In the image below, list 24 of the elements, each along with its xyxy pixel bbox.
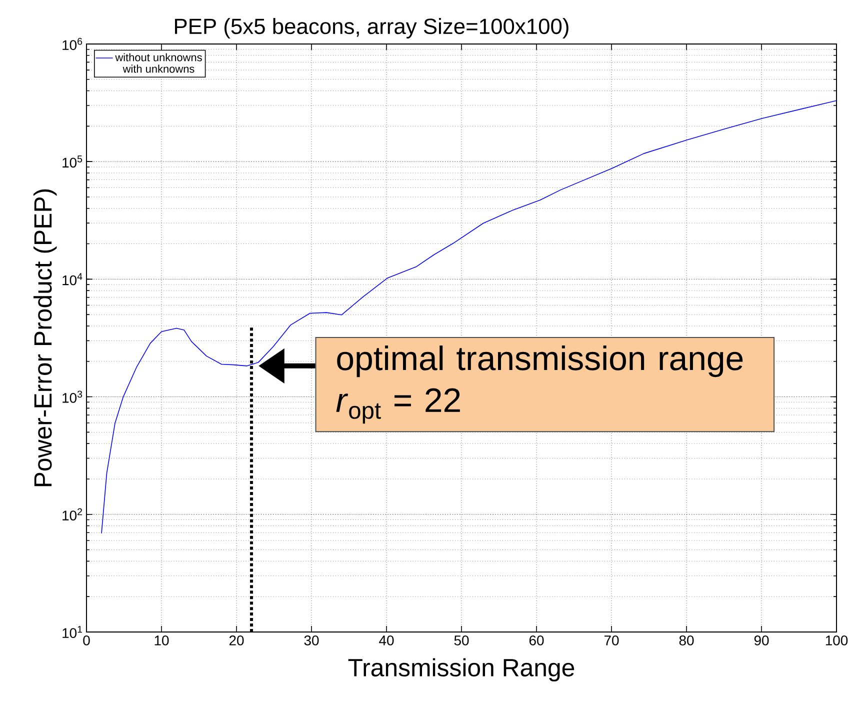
x-tick-label: 0 [83,635,90,646]
y-tick-label: 10$^{1}$ [62,626,82,638]
x-axis-title: Transmission Range [348,658,574,682]
x-tick-label: 30 [304,635,319,646]
y-tick-label: 10$^{3}$ [62,390,82,403]
x-tick-label: 50 [454,635,469,646]
x-tick-label: 80 [679,635,694,646]
y-tick-label: 10$^{2}$ [62,508,82,520]
x-tick-label: 40 [379,635,394,646]
text: with unknowns [122,64,194,73]
chart-title: PEP (5x5 beacons, array Size=100x100) [175,18,568,38]
y-axis-title: Power-Error Product (PEP) [33,189,57,486]
y-tick-label: 10$^{5}$ [62,156,82,168]
x-tick-label: 70 [604,635,619,646]
x-tick-label: 20 [229,635,244,646]
y-tick-label: 10$^{4}$ [62,273,82,286]
y-tick-label: 10$^{6}$ [62,38,82,50]
x-tick-label: 100 [826,635,848,646]
annotation: optimal transmission range r$_{opt}$ = 22 [336,346,743,424]
x-tick-label: 90 [754,635,769,646]
line-series [101,100,837,534]
x-tick-label: 10 [154,635,169,646]
x-tick-label: 60 [529,635,544,646]
legend-label: without unknowns [115,53,202,62]
